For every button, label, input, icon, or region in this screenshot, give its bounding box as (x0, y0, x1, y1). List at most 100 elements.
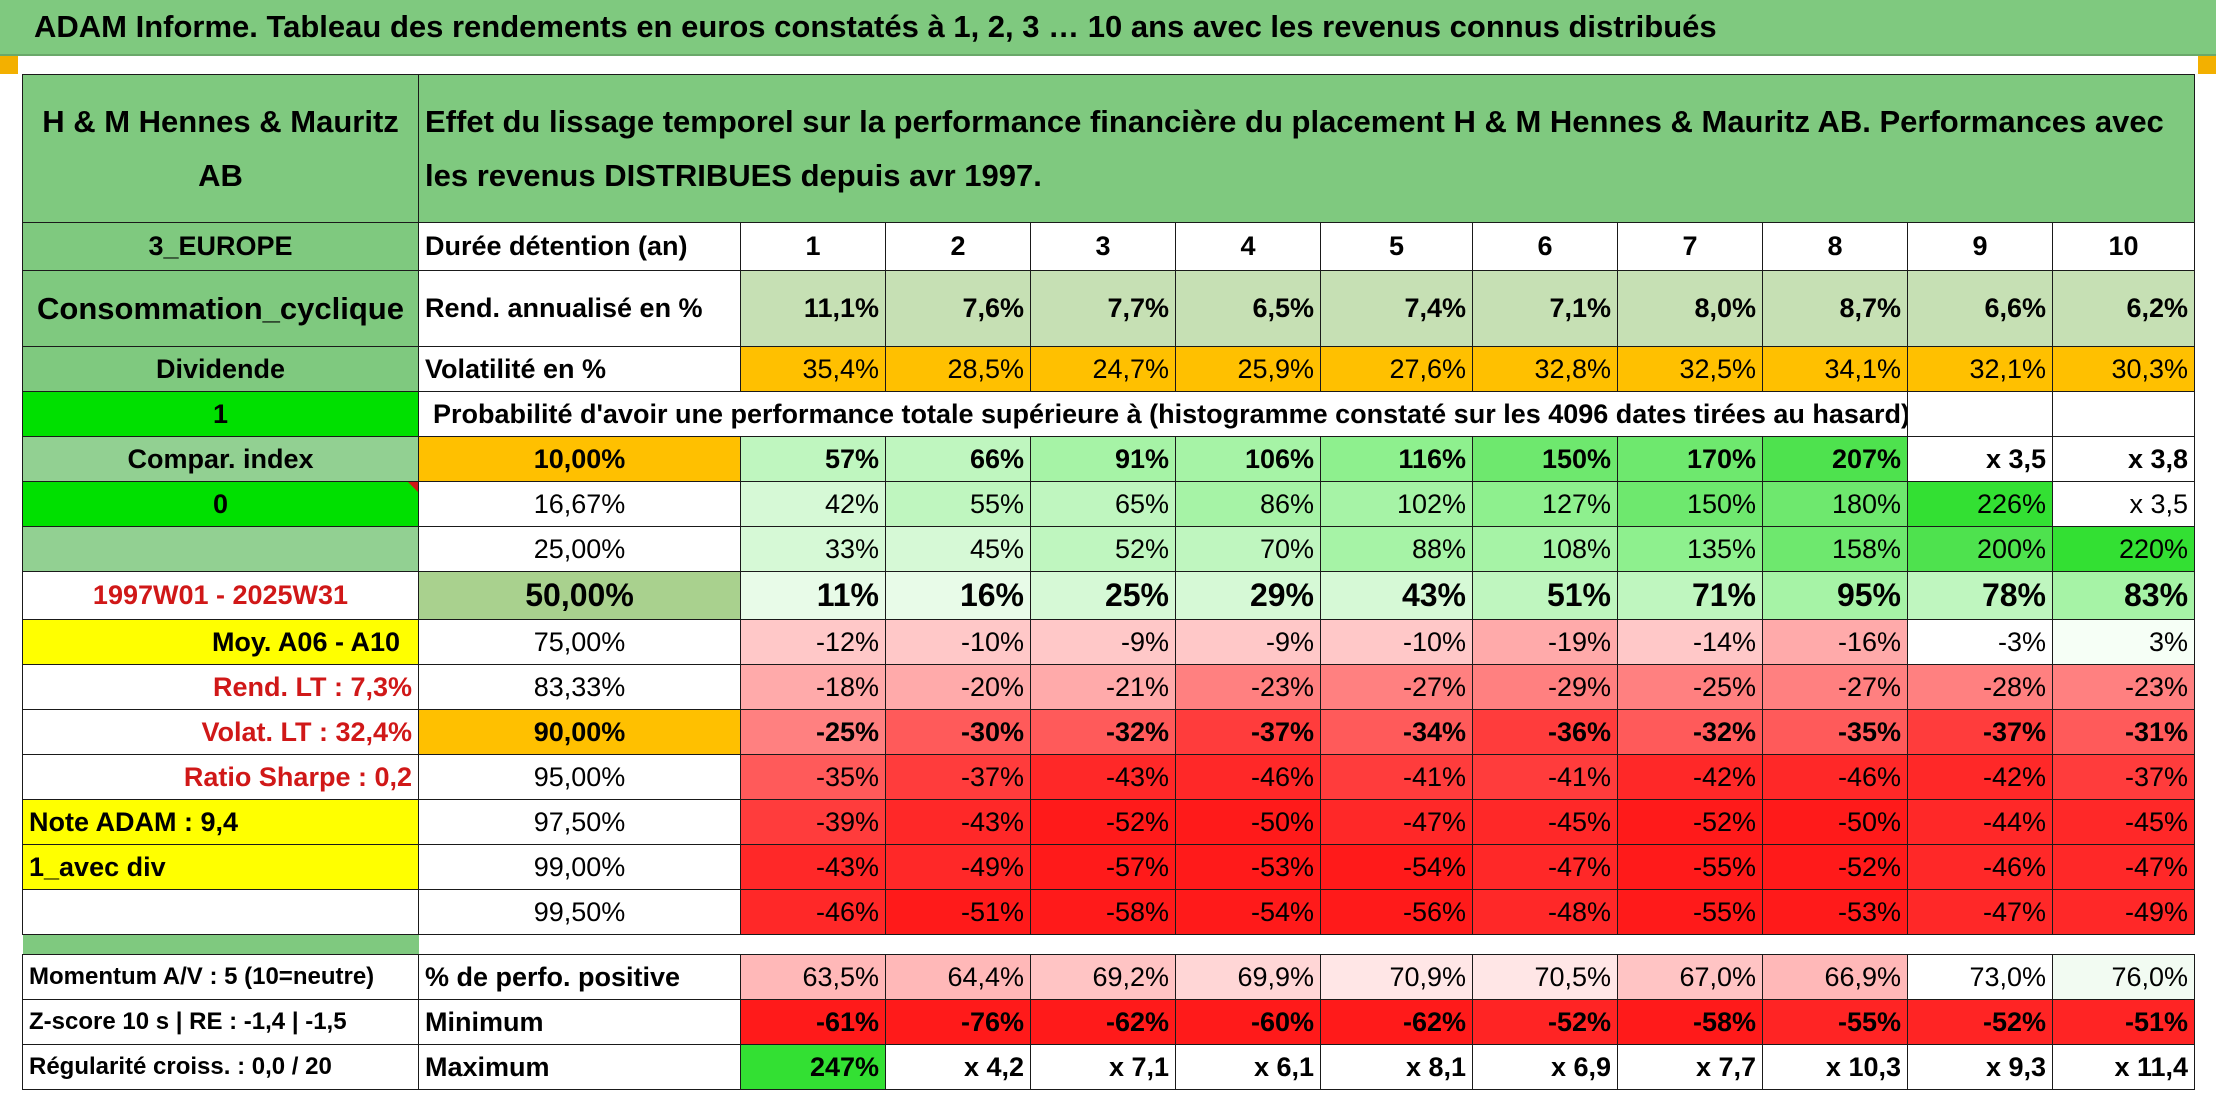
quantile-value: -20% (885, 664, 1031, 710)
quantile-value: -47% (1907, 889, 2053, 935)
quantile-value: -37% (885, 754, 1031, 800)
quantile-value: 16% (885, 571, 1031, 620)
quantile-value: 150% (1617, 481, 1763, 527)
vol-value: 24,7% (1030, 346, 1176, 392)
positive-label: % de perfo. positive (418, 954, 741, 1000)
vol-value: 30,3% (2051, 346, 2196, 392)
moy-label: Moy. A06 - A10 (22, 619, 419, 665)
quantile-value: 11% (740, 571, 886, 620)
quantile-value: 91% (1030, 436, 1176, 482)
compar-index-label: Compar. index (22, 436, 419, 482)
quantile-value: 220% (2051, 526, 2196, 572)
summary-value: 66,9% (1762, 954, 1908, 1000)
quantile-value: -42% (1907, 754, 2053, 800)
quantile-row: 99,50% -46% -51% -58% -54% -56% -48% -55% -53% -4… (22, 889, 2196, 935)
quantile-value: -45% (2051, 799, 2196, 845)
quantile-value: -9% (1175, 619, 1321, 665)
quantile-value: 66% (885, 436, 1031, 482)
quantile-threshold: 99,50% (418, 889, 741, 935)
quantile-threshold: 25,00% (418, 526, 741, 572)
rend-value: 6,5% (1175, 270, 1321, 347)
quantile-value: x 3,5 (1907, 436, 2053, 482)
quantile-value: -56% (1320, 889, 1473, 935)
quantile-value: 29% (1175, 571, 1321, 620)
summary-value: x 11,4 (2051, 1044, 2196, 1090)
volat-lt-label: Volat. LT : 32,4% (22, 709, 419, 755)
quantile-threshold: 75,00% (418, 619, 741, 665)
year-8: 8 (1762, 222, 1908, 271)
quantile-row: Volat. LT : 32,4% 90,00% -25% -30% -32% -37% -… (22, 709, 2196, 755)
quantile-value: -48% (1472, 889, 1618, 935)
quantile-threshold: 95,00% (418, 754, 741, 800)
summary-value: -76% (885, 999, 1031, 1045)
quantile-value: 51% (1472, 571, 1618, 620)
quantile-value: 102% (1320, 481, 1473, 527)
quantile-value: 150% (1472, 436, 1618, 482)
summary-value: 247% (740, 1044, 886, 1090)
rend-value: 7,7% (1030, 270, 1176, 347)
quantile-value: -53% (1762, 889, 1908, 935)
quantile-value: -10% (1320, 619, 1473, 665)
summary-value: -58% (1617, 999, 1763, 1045)
quantile-threshold: 83,33% (418, 664, 741, 710)
quantile-value: -52% (1617, 799, 1763, 845)
quantile-threshold: 10,00% (418, 436, 741, 482)
note-adam-label: Note ADAM : 9,4 (22, 799, 419, 845)
summary-value: x 7,1 (1030, 1044, 1176, 1090)
quantile-value: -27% (1762, 664, 1908, 710)
vol-label: Volatilité en % (418, 346, 741, 392)
rend-value: 8,7% (1762, 270, 1908, 347)
summary-value: 70,5% (1472, 954, 1618, 1000)
summary-value: 64,4% (885, 954, 1031, 1000)
rend-value: 7,1% (1472, 270, 1618, 347)
quantile-value: 127% (1472, 481, 1618, 527)
summary-row: Régularité croiss. : 0,0 / 20 Maximum 247%… (22, 1044, 2196, 1090)
summary-value: -60% (1175, 999, 1321, 1045)
summary-value: -52% (1907, 999, 2053, 1045)
sector-label: Consommation_cyclique (22, 270, 419, 347)
dividend-flag-value: 1 (22, 391, 419, 437)
proba-row: 1 Probabilité d'avoir une performance to… (22, 391, 2196, 437)
quantile-value: -10% (885, 619, 1031, 665)
avec-div-label: 1_avec div (22, 844, 419, 890)
quantile-value: 170% (1617, 436, 1763, 482)
quantile-value: 55% (885, 481, 1031, 527)
summary-value: x 9,3 (1907, 1044, 2053, 1090)
quantile-value: -39% (740, 799, 886, 845)
empty-cell (22, 526, 419, 572)
summary-value: 73,0% (1907, 954, 2053, 1000)
rend-row: Consommation_cyclique Rend. annualisé en… (22, 270, 2196, 347)
summary-value: -62% (1320, 999, 1473, 1045)
rend-value: 11,1% (740, 270, 886, 347)
quantile-value: -57% (1030, 844, 1176, 890)
quantile-value: 42% (740, 481, 886, 527)
quantile-value: -55% (1617, 844, 1763, 890)
quantile-value: -21% (1030, 664, 1176, 710)
empty-cell (22, 889, 419, 935)
spacer-cell (22, 934, 419, 955)
years-row: 3_EUROPE Durée détention (an) 1 2 3 4 5 … (22, 222, 2196, 271)
quantile-threshold: 97,50% (418, 799, 741, 845)
vol-value: 35,4% (740, 346, 886, 392)
quantile-value: 43% (1320, 571, 1473, 620)
quantile-value: 25% (1030, 571, 1176, 620)
quantile-value: -31% (2051, 709, 2196, 755)
year-1: 1 (740, 222, 886, 271)
region-label: 3_EUROPE (22, 222, 419, 271)
spacer-cell (418, 934, 2195, 955)
quantile-value: -41% (1472, 754, 1618, 800)
quantile-value: -35% (740, 754, 886, 800)
quantile-value: -52% (1030, 799, 1176, 845)
regularite-label: Régularité croiss. : 0,0 / 20 (22, 1044, 419, 1090)
quantile-value: -43% (885, 799, 1031, 845)
quantile-row: Compar. index 10,00% 57% 66% 91% 106% 116% 150%… (22, 436, 2196, 482)
quantile-value: -18% (740, 664, 886, 710)
rend-value: 7,4% (1320, 270, 1473, 347)
vol-value: 34,1% (1762, 346, 1908, 392)
summary-value: -52% (1472, 999, 1618, 1045)
quantile-value: 95% (1762, 571, 1908, 620)
quantile-value: 83% (2051, 571, 2196, 620)
year-2: 2 (885, 222, 1031, 271)
quantile-value: -51% (885, 889, 1031, 935)
quantile-value: -35% (1762, 709, 1908, 755)
